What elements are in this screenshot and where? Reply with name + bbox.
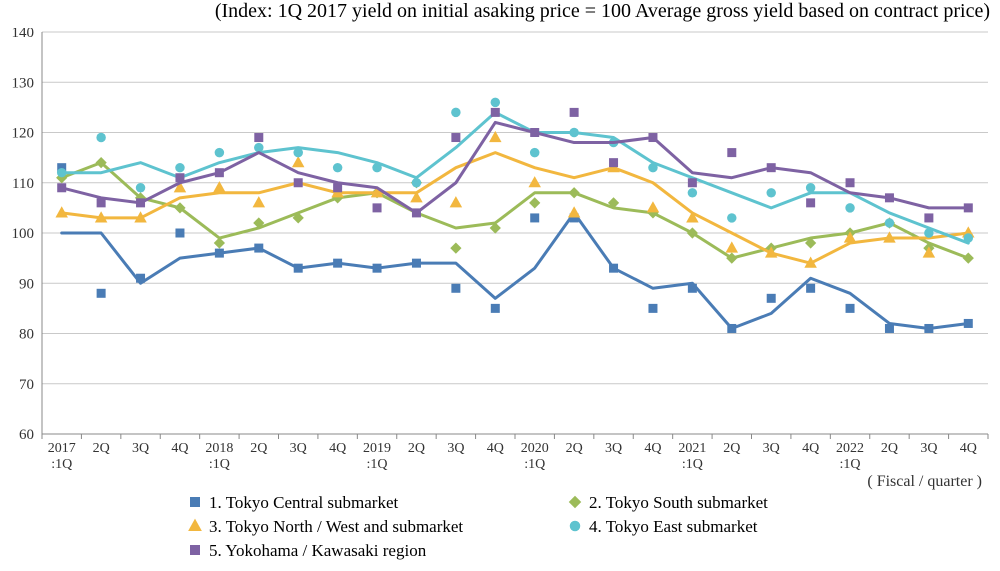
legend-label: 4. Tokyo East submarket	[589, 517, 758, 536]
x-tick-label: 3Q	[763, 441, 780, 456]
svg-text:4Q: 4Q	[329, 441, 346, 456]
x-axis-note: ( Fiscal / quarter )	[867, 473, 982, 490]
svg-text::1Q: :1Q	[367, 457, 388, 472]
svg-text:4Q: 4Q	[960, 441, 977, 456]
y-tick-label: 100	[12, 226, 35, 242]
x-tick-label: 2019:1Q	[363, 441, 391, 472]
x-tick-label: 2Q	[250, 441, 267, 456]
legend-label: 2. Tokyo South submarket	[589, 493, 768, 512]
y-tick-label: 130	[12, 75, 35, 91]
chart-svg: 607080901001101201301402017:1Q2Q3Q4Q2018…	[0, 28, 1000, 568]
x-tick-label: 2Q	[881, 441, 898, 456]
x-tick-label: 2020:1Q	[521, 441, 549, 472]
svg-text:2018: 2018	[205, 441, 233, 456]
legend-item: 5. Yokohama / Kawasaki region	[190, 541, 427, 560]
svg-text:2020: 2020	[521, 441, 549, 456]
chart-subtitle: (Index: 1Q 2017 yield on initial asaking…	[215, 0, 990, 23]
svg-text::1Q: :1Q	[840, 457, 861, 472]
y-tick-label: 60	[19, 427, 34, 443]
y-tick-label: 120	[12, 126, 35, 142]
x-tick-label: 4Q	[487, 441, 504, 456]
svg-text:2019: 2019	[363, 441, 391, 456]
x-tick-label: 3Q	[447, 441, 464, 456]
svg-text:4Q: 4Q	[802, 441, 819, 456]
legend-item: 2. Tokyo South submarket	[569, 493, 768, 512]
chart-container: 607080901001101201301402017:1Q2Q3Q4Q2018…	[0, 28, 1000, 571]
svg-text::1Q: :1Q	[51, 457, 72, 472]
series-s3	[55, 131, 974, 268]
x-tick-label: 4Q	[644, 441, 661, 456]
svg-text:2Q: 2Q	[566, 441, 583, 456]
legend-label: 5. Yokohama / Kawasaki region	[209, 541, 427, 560]
svg-text:3Q: 3Q	[920, 441, 937, 456]
svg-text:3Q: 3Q	[132, 441, 149, 456]
x-tick-label: 3Q	[290, 441, 307, 456]
svg-text:2Q: 2Q	[93, 441, 110, 456]
svg-text:2Q: 2Q	[408, 441, 425, 456]
x-tick-label: 4Q	[329, 441, 346, 456]
series-s5	[57, 108, 973, 223]
svg-text:3Q: 3Q	[447, 441, 464, 456]
y-tick-label: 90	[19, 276, 34, 292]
legend: 1. Tokyo Central submarket 2. Tokyo South…	[188, 493, 768, 560]
svg-text::1Q: :1Q	[682, 457, 703, 472]
svg-text:4Q: 4Q	[171, 441, 188, 456]
svg-text:4Q: 4Q	[644, 441, 661, 456]
x-tick-label: 2Q	[723, 441, 740, 456]
legend-label: 3. Tokyo North / West and submarket	[209, 517, 463, 536]
legend-item: 3. Tokyo North / West and submarket	[188, 517, 463, 536]
series-s1	[57, 163, 973, 333]
series-s4	[57, 98, 973, 243]
x-tick-label: 2Q	[566, 441, 583, 456]
svg-text::1Q: :1Q	[524, 457, 545, 472]
y-tick-label: 80	[19, 327, 34, 343]
x-tick-label: 4Q	[960, 441, 977, 456]
svg-text:3Q: 3Q	[290, 441, 307, 456]
x-tick-label: 4Q	[802, 441, 819, 456]
x-tick-label: 3Q	[920, 441, 937, 456]
svg-text:2022: 2022	[836, 441, 864, 456]
svg-text:2021: 2021	[678, 441, 706, 456]
svg-text:3Q: 3Q	[605, 441, 622, 456]
svg-text:4Q: 4Q	[487, 441, 504, 456]
x-tick-label: 2018:1Q	[205, 441, 233, 472]
x-tick-label: 2Q	[93, 441, 110, 456]
x-tick-label: 3Q	[132, 441, 149, 456]
svg-text:2Q: 2Q	[250, 441, 267, 456]
x-tick-label: 2021:1Q	[678, 441, 706, 472]
svg-text:2Q: 2Q	[881, 441, 898, 456]
legend-item: 4. Tokyo East submarket	[570, 517, 758, 536]
svg-text:2Q: 2Q	[723, 441, 740, 456]
svg-text:3Q: 3Q	[763, 441, 780, 456]
x-tick-label: 2Q	[408, 441, 425, 456]
legend-item: 1. Tokyo Central submarket	[190, 493, 399, 512]
legend-label: 1. Tokyo Central submarket	[209, 493, 399, 512]
x-tick-label: 3Q	[605, 441, 622, 456]
y-tick-label: 70	[19, 377, 34, 393]
x-tick-label: 2022:1Q	[836, 441, 864, 472]
y-tick-label: 140	[12, 28, 35, 41]
svg-text:2017: 2017	[48, 441, 76, 456]
svg-text::1Q: :1Q	[209, 457, 230, 472]
x-tick-label: 2017:1Q	[48, 441, 76, 472]
x-tick-label: 4Q	[171, 441, 188, 456]
y-tick-label: 110	[12, 176, 34, 192]
